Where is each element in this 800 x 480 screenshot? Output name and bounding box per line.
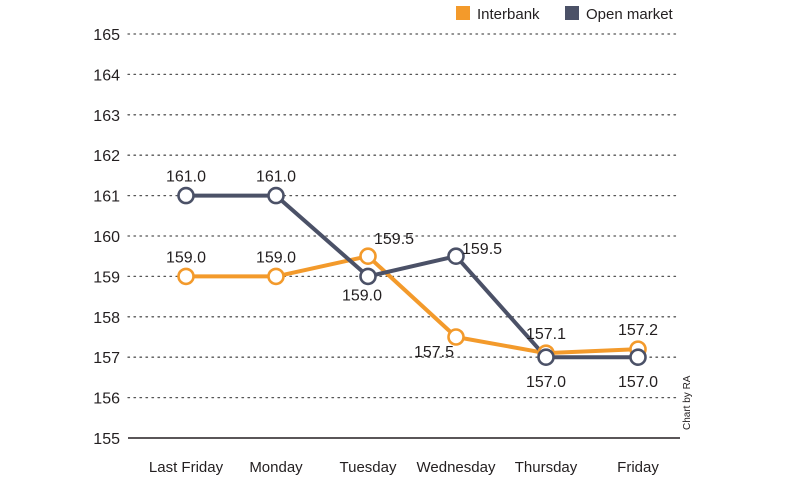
data-point-open-market — [267, 186, 285, 205]
data-point-open-market — [537, 348, 555, 367]
x-tick-label: Friday — [617, 459, 659, 476]
x-tick-label: Tuesday — [340, 459, 397, 476]
x-tick-label: Thursday — [515, 459, 578, 476]
y-tick-label: 162 — [93, 148, 120, 165]
legend-swatch-interbank — [456, 6, 470, 20]
series-line-open-market — [184, 193, 640, 360]
y-tick-label: 160 — [93, 229, 120, 246]
data-label-interbank: 157.5 — [414, 344, 454, 361]
y-tick-label: 165 — [93, 27, 120, 44]
data-point-open-market — [177, 186, 195, 205]
data-point-interbank — [359, 247, 377, 266]
data-point-interbank — [267, 267, 285, 286]
chart-credit: Chart by RA — [682, 375, 693, 430]
data-point-interbank — [177, 267, 195, 286]
data-label-open-market: 159.5 — [462, 241, 502, 258]
data-label-open-market: 161.0 — [166, 169, 206, 186]
y-tick-label: 163 — [93, 108, 120, 125]
data-labels: 159.0 159.0 159.5 157.5 157.1 157.2 161.0 161.0… — [166, 169, 658, 392]
data-point-open-market — [447, 247, 465, 266]
data-label-open-market: 157.0 — [526, 374, 566, 391]
y-tick-label: 158 — [93, 310, 120, 327]
y-tick-label: 164 — [93, 67, 120, 84]
grid-lines — [127, 33, 681, 399]
data-label-interbank: 157.2 — [618, 322, 658, 339]
data-label-open-market: 157.0 — [618, 374, 658, 391]
x-tick-label: Monday — [249, 459, 303, 476]
legend-swatch-open-market — [565, 6, 579, 20]
data-point-open-market — [359, 267, 377, 286]
x-tick-label: Last Friday — [149, 459, 224, 476]
series-lines — [184, 193, 640, 360]
x-tick-label: Wednesday — [417, 459, 496, 476]
x-axis: Last Friday Monday Tuesday Wednesday Thursda… — [128, 437, 680, 476]
series-line-interbank — [184, 254, 640, 356]
data-point-open-market — [629, 348, 647, 367]
legend-label-open-market: Open market — [586, 6, 674, 23]
y-tick-label: 159 — [93, 269, 120, 286]
data-label-interbank: 159.0 — [166, 249, 206, 266]
y-axis: 155 156 157 158 159 160 161 162 163 164 165 — [93, 27, 120, 448]
data-label-interbank: 157.1 — [526, 326, 566, 343]
data-label-interbank: 159.5 — [374, 231, 414, 248]
data-label-open-market: 161.0 — [256, 169, 296, 186]
data-point-interbank — [447, 328, 465, 346]
legend: Interbank Open market — [456, 6, 674, 23]
y-tick-label: 161 — [93, 189, 120, 206]
data-label-open-market: 159.0 — [342, 287, 382, 304]
legend-label-interbank: Interbank — [477, 6, 540, 23]
data-label-interbank: 159.0 — [256, 249, 296, 266]
y-tick-label: 157 — [93, 350, 120, 367]
y-tick-label: 156 — [93, 391, 120, 408]
series-points — [177, 186, 647, 367]
y-tick-label: 155 — [93, 431, 120, 448]
